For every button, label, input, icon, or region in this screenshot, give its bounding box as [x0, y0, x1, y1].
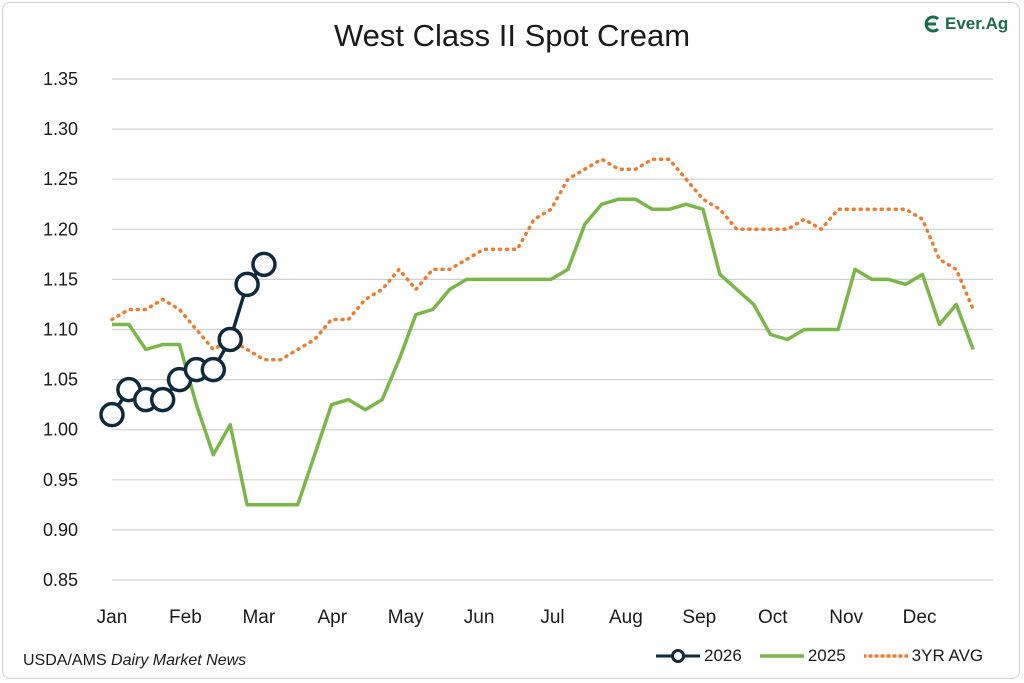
x-tick-label: Nov	[829, 607, 863, 628]
x-tick-label: Sep	[682, 607, 716, 628]
x-tick-label: Jun	[464, 607, 495, 628]
x-axis-ticks: Jan Feb Mar Apr May Jun Jul Aug Sep Oct Nov Dec	[97, 607, 937, 628]
source-prefix: USDA/AMS	[23, 652, 112, 669]
x-tick-label: Mar	[242, 607, 275, 628]
legend-marker-2026	[656, 649, 700, 663]
source-publication: Dairy Market News	[111, 652, 247, 669]
data-point-2026	[99, 401, 125, 428]
x-tick-label: Oct	[758, 607, 788, 628]
y-tick-label: 1.30	[43, 119, 78, 139]
y-tick-label: 0.95	[43, 470, 78, 490]
legend-label-2025: 2025	[807, 646, 846, 665]
legend-label-2026: 2026	[704, 646, 742, 665]
x-tick-label: May	[388, 607, 424, 628]
x-tick-label: Dec	[903, 607, 937, 628]
y-tick-label: 1.00	[43, 420, 78, 440]
data-point-2026	[200, 356, 227, 383]
y-tick-label: 0.90	[43, 520, 78, 540]
y-tick-label: 0.85	[43, 570, 78, 590]
x-tick-label: Apr	[317, 607, 347, 628]
y-tick-label: 1.20	[43, 219, 78, 239]
ever-ag-logo-icon	[924, 15, 940, 33]
x-tick-label: Jul	[540, 607, 564, 628]
ever-ag-logo-text: Ever.Ag	[945, 14, 1009, 33]
chart-title: West Class II Spot Cream	[333, 18, 691, 53]
y-tick-label: 1.35	[43, 69, 78, 89]
series-group	[99, 157, 975, 507]
data-point-2026	[217, 326, 243, 353]
legend-marker-3yr-avg	[863, 654, 908, 658]
data-point-2026	[251, 251, 277, 278]
data-point-2026	[234, 271, 260, 298]
series-line-3yr-avg	[110, 157, 975, 362]
source-note: USDA/AMS Dairy Market News	[23, 652, 246, 670]
legend-marker-2025	[759, 654, 804, 658]
ever-ag-logo: Ever.Ag	[922, 14, 1008, 34]
legend-item-2025: 2025	[759, 646, 846, 666]
x-tick-label: Jan	[97, 607, 128, 628]
series-line-2025	[112, 197, 975, 507]
x-tick-label: Aug	[609, 607, 643, 628]
chart-legend: 2026 2025 3YR AVG	[656, 646, 1001, 666]
y-tick-label: 1.25	[43, 169, 78, 189]
data-point-2026	[149, 386, 176, 413]
y-tick-label: 1.15	[43, 269, 78, 289]
legend-item-2026: 2026	[656, 646, 742, 666]
y-tick-label: 1.05	[43, 370, 78, 390]
x-tick-label: Feb	[169, 607, 202, 628]
grid-lines	[112, 78, 993, 581]
legend-item-3yr-avg: 3YR AVG	[863, 646, 984, 666]
y-tick-label: 1.10	[43, 320, 78, 340]
y-axis-ticks: 0.85 0.90 0.95 1.00 1.05 1.10 1.15 1.20 1.25 1.30…	[43, 69, 78, 590]
legend-label-3yr-avg: 3YR AVG	[911, 646, 984, 665]
